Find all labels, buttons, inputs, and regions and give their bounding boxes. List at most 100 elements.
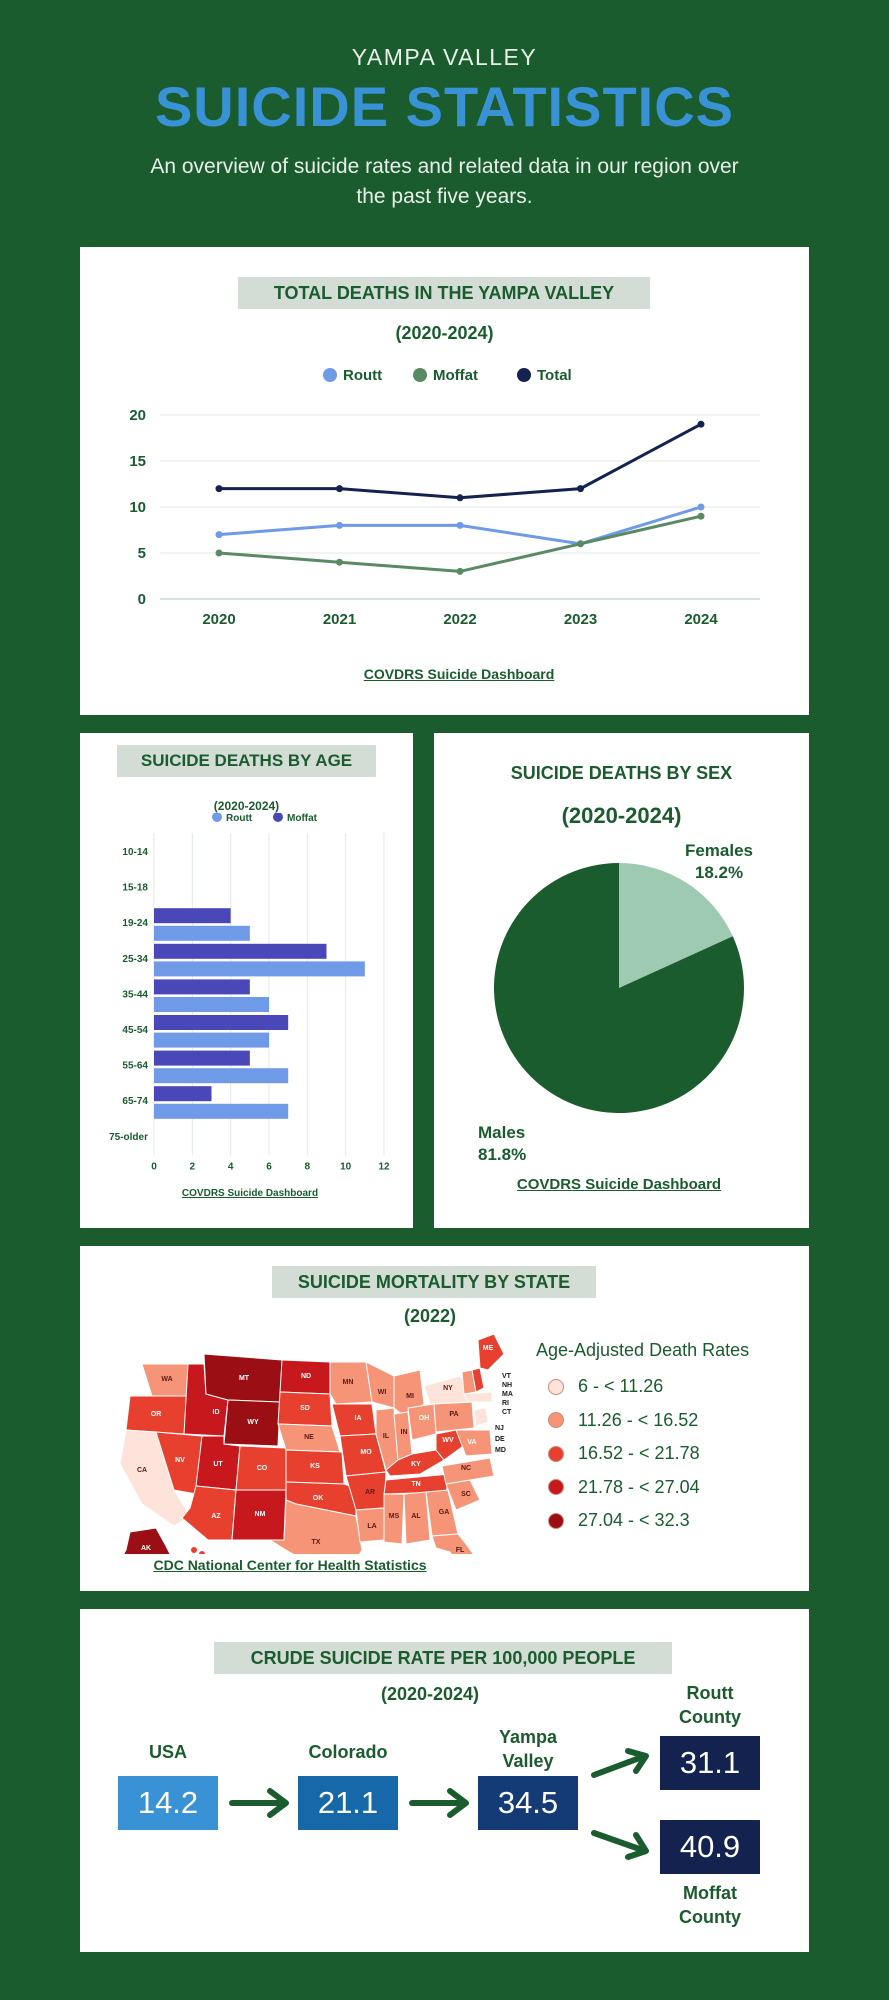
y-tick-label: 10-14	[122, 847, 148, 858]
total-deaths-source-link[interactable]: COVDRS Suicide Dashboard	[363, 666, 555, 682]
state-label-md: MD	[495, 1447, 506, 1454]
map-legend-swatch	[548, 1512, 564, 1529]
bar-moffat	[154, 943, 327, 959]
bar-routt	[154, 1103, 289, 1119]
bar-moffat	[154, 908, 231, 924]
bar-moffat	[154, 1050, 250, 1066]
state-label-ne: NE	[304, 1434, 314, 1441]
sex-panel: SUICIDE DEATHS BY SEX (2020-2024) Female…	[434, 733, 809, 1228]
state-label-nv: NV	[175, 1457, 185, 1464]
state-label-vt: VT	[502, 1373, 512, 1380]
legend-dot-moffat	[273, 813, 283, 822]
yampa-label-line1: Yampa	[498, 1727, 558, 1747]
x-tick-label: 10	[340, 1161, 352, 1172]
y-tick-label: 25-34	[122, 954, 148, 965]
point-routt	[697, 503, 705, 511]
point-routt	[336, 521, 343, 529]
moffat-label-line2: County	[679, 1907, 741, 1927]
state-label-sd: SD	[300, 1405, 310, 1412]
state-label-oh: OH	[419, 1415, 430, 1422]
colorado-rate-box: 21.1	[298, 1776, 398, 1830]
point-total	[336, 485, 343, 493]
y-tick-label: 35-44	[122, 989, 148, 1000]
map-legend-item: 16.52 - < 21.78	[548, 1443, 700, 1464]
state-label-or: OR	[151, 1411, 162, 1418]
legend-label-total: Total	[537, 367, 572, 384]
state-label-mt: MT	[239, 1375, 250, 1382]
map-legend-title: Age-Adjusted Death Rates	[536, 1340, 750, 1360]
state-label-al: AL	[411, 1513, 421, 1520]
x-tick-label: 2021	[323, 611, 356, 628]
age-source-link[interactable]: COVDRS Suicide Dashboard	[181, 1188, 319, 1199]
bar-moffat	[154, 1015, 289, 1030]
state-label-la: LA	[367, 1523, 376, 1530]
state-label-wy: WY	[247, 1419, 259, 1426]
x-tick-label: 12	[378, 1161, 390, 1172]
state-label-ky: KY	[411, 1461, 421, 1468]
routt-rate-box: 31.1	[660, 1736, 760, 1790]
males-pct: 81.8%	[478, 1145, 527, 1164]
sex-pie-chart	[494, 863, 744, 1113]
bar-routt	[154, 925, 250, 941]
legend-label-routt: Routt	[343, 367, 382, 384]
age-panel: SUICIDE DEATHS BY AGE (2020-2024) Routt M…	[80, 733, 413, 1228]
moffat-label-line1: Moffat	[683, 1883, 737, 1903]
state-label-tn: TN	[411, 1481, 420, 1488]
state-label-mo: MO	[360, 1449, 372, 1456]
y-tick-label: 19-24	[122, 918, 148, 929]
sex-source-link[interactable]: COVDRS Suicide Dashboard	[516, 1176, 722, 1193]
sex-title: SUICIDE DEATHS BY SEX	[510, 763, 733, 783]
x-tick-label: 6	[266, 1161, 272, 1172]
routt-label-line2: County	[679, 1707, 741, 1727]
y-tick-label: 55-64	[122, 1061, 148, 1072]
age-period: (2020-2024)	[213, 799, 280, 813]
map-legend-label: 16.52 - < 21.78	[578, 1443, 700, 1463]
y-tick-label: 5	[138, 545, 146, 562]
legend-dot-routt	[323, 368, 337, 382]
state-label-va: VA	[467, 1439, 476, 1446]
total-deaths-panel: TOTAL DEATHS IN THE YAMPA VALLEY (2020-2…	[80, 247, 809, 715]
page-title: SUICIDE STATISTICS	[154, 75, 735, 138]
bar-moffat	[154, 1086, 212, 1102]
x-tick-label: 2	[190, 1161, 196, 1172]
state-label-ca: CA	[137, 1467, 147, 1474]
arrow-usa-to-colorado	[229, 1788, 289, 1818]
state-map-period: (2022)	[403, 1306, 457, 1326]
x-tick-label: 2023	[564, 611, 597, 628]
us-map: WA OR CA ID NV MT WY UT AZ CO NM ND SD NE KS OK TX MN IA MO…	[119, 1333, 513, 1554]
age-title: SUICIDE DEATHS BY AGE	[117, 745, 376, 777]
state-label-mi: MI	[406, 1393, 414, 1400]
state-map-title: SUICIDE MORTALITY BY STATE	[272, 1266, 596, 1298]
point-total	[456, 494, 464, 502]
usa-rate-box: 14.2	[118, 1776, 218, 1830]
crude-rate-period: (2020-2024)	[380, 1684, 480, 1704]
point-moffat	[456, 567, 464, 575]
map-legend-swatch	[548, 1412, 564, 1428]
map-legend-swatch	[548, 1445, 564, 1462]
routt-label-line1: Routt	[686, 1683, 734, 1703]
state-label-ct: CT	[502, 1409, 512, 1416]
y-tick-label: 0	[138, 591, 146, 608]
point-total	[577, 485, 584, 493]
bar-routt	[154, 961, 365, 977]
yampa-rate-box: 34.5	[478, 1776, 578, 1830]
y-tick-label: 45-54	[122, 1025, 148, 1036]
state-label-co: CO	[257, 1465, 268, 1472]
point-moffat	[336, 558, 343, 566]
state-map-source-link[interactable]: CDC National Center for Health Statistic…	[153, 1557, 427, 1573]
bar-routt	[154, 1068, 289, 1084]
legend-label-moffat: Moffat	[287, 813, 318, 824]
state-label-nd: ND	[301, 1373, 311, 1380]
legend-label-routt: Routt	[226, 813, 253, 824]
state-label-nm: NM	[255, 1511, 266, 1518]
age-bar-chart: Routt Moffat 0 2 4 6 8 10 12 10-14 15-18 19-24 25-34…	[109, 813, 390, 1172]
map-legend-item: 21.78 - < 27.04	[548, 1477, 700, 1498]
arrow-yampa-to-moffat	[591, 1830, 649, 1860]
map-legend-swatch	[548, 1378, 564, 1395]
state-label-ma: MA	[502, 1391, 513, 1398]
crude-rate-panel: CRUDE SUICIDE RATE PER 100,000 PEOPLE (2…	[80, 1609, 809, 1952]
legend-dot-total	[517, 368, 531, 382]
x-tick-label: 8	[305, 1161, 311, 1172]
map-legend-label: 27.04 - < 32.3	[578, 1510, 690, 1530]
state-label-nj: NJ	[495, 1425, 504, 1432]
